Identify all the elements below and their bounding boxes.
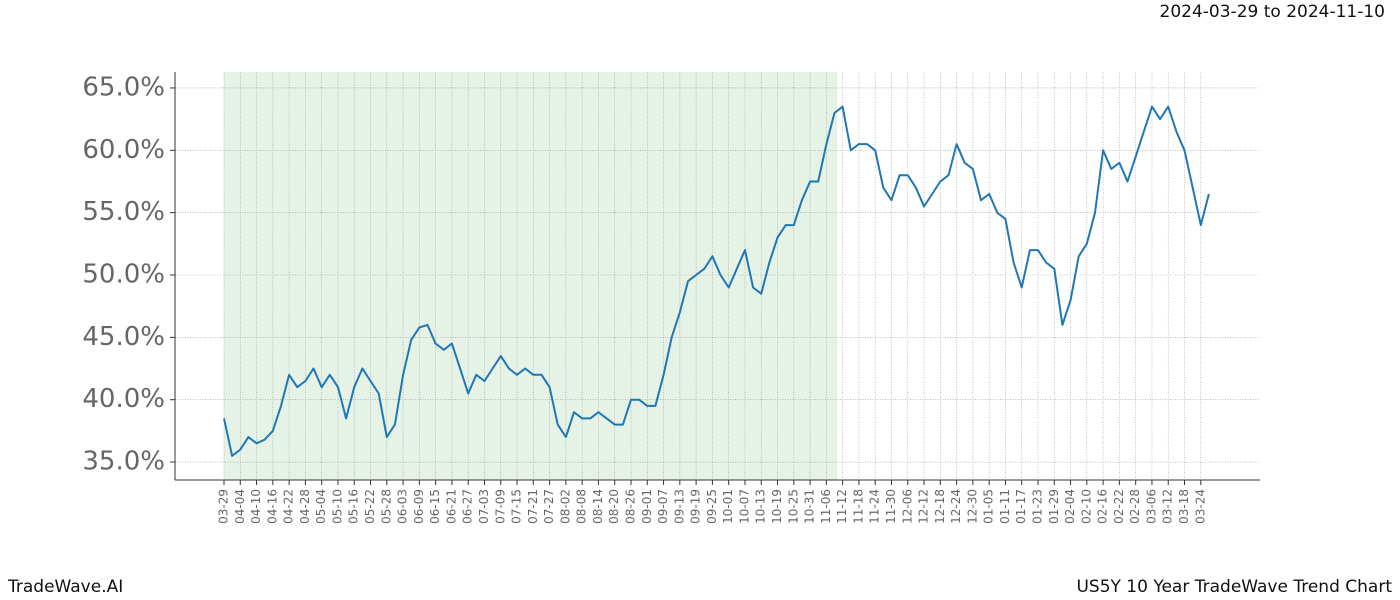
x-tick-label: 01-17 [1014,489,1028,524]
x-tick-label: 10-07 [737,489,751,524]
y-tick-label: 45.0% [82,322,165,352]
x-tick-label: 02-16 [1096,489,1110,524]
x-tick-label: 05-16 [347,489,361,524]
x-tick-label: 01-11 [998,489,1012,524]
x-tick-label: 01-05 [982,489,996,524]
x-tick-label: 08-14 [591,489,605,524]
x-tick-label: 12-24 [949,489,963,524]
x-tick-label: 09-13 [672,489,686,524]
x-tick-label: 10-25 [786,489,800,524]
x-tick-label: 10-13 [754,489,768,524]
y-tick-label: 40.0% [82,384,165,414]
x-tick-label: 08-26 [624,489,638,524]
x-tick-label: 07-27 [542,489,556,524]
x-tick-label: 06-21 [444,489,458,524]
x-tick-label: 09-19 [689,489,703,524]
y-tick-label: 50.0% [82,260,165,290]
x-tick-label: 10-31 [803,489,817,524]
x-tick-label: 07-21 [526,489,540,524]
x-tick-label: 09-01 [640,489,654,524]
x-tick-label: 11-18 [851,489,865,524]
x-tick-label: 07-09 [493,489,507,524]
x-tick-label: 07-03 [477,489,491,524]
x-tick-label: 12-06 [900,489,914,524]
y-tick-label: 60.0% [82,135,165,165]
x-tick-label: 08-02 [558,489,572,524]
x-tick-label: 11-06 [819,489,833,524]
x-tick-label: 06-15 [428,489,442,524]
x-tick-label: 10-19 [770,489,784,524]
x-tick-label: 05-10 [330,489,344,524]
x-tick-label: 02-28 [1128,489,1142,524]
y-tick-label: 55.0% [82,197,165,227]
x-tick-label: 11-30 [884,489,898,524]
x-tick-label: 02-04 [1063,489,1077,524]
x-tick-label: 12-12 [917,489,931,524]
x-tick-label: 09-07 [656,489,670,524]
x-tick-label: 04-04 [233,489,247,524]
x-tick-label: 06-09 [412,489,426,524]
x-tick-label: 12-18 [933,489,947,524]
y-tick-label: 65.0% [82,72,165,102]
x-tick-label: 03-29 [217,489,231,524]
date-range: 2024-03-29 to 2024-11-10 [1160,2,1385,22]
x-tick-label: 04-16 [265,489,279,524]
x-tick-label: 06-27 [461,489,475,524]
x-tick-label: 05-28 [379,489,393,524]
x-tick-label: 08-20 [607,489,621,524]
x-tick-label: 12-30 [965,489,979,524]
brand: TradeWave.AI [7,577,123,597]
x-tick-label: 10-01 [721,489,735,524]
chart-title: US5Y 10 Year TradeWave Trend Chart [1076,577,1392,597]
x-tick-label: 09-25 [705,489,719,524]
x-tick-label: 06-03 [396,489,410,524]
x-tick-label: 04-10 [249,489,263,524]
x-tick-label: 05-22 [363,489,377,524]
x-tick-label: 02-22 [1112,489,1126,524]
x-tick-label: 04-22 [282,489,296,524]
x-tick-label: 11-24 [868,489,882,524]
x-tick-label: 03-12 [1161,489,1175,524]
y-tick-label: 35.0% [82,447,165,477]
x-tick-label: 03-18 [1177,489,1191,524]
x-tick-label: 02-10 [1079,489,1093,524]
x-tick-label: 01-29 [1047,489,1061,524]
x-tick-label: 11-12 [835,489,849,524]
highlight-band [224,72,838,480]
x-tick-label: 05-04 [314,489,328,524]
x-tick-label: 03-24 [1193,489,1207,524]
x-tick-label: 07-15 [510,489,524,524]
x-tick-label: 08-08 [575,489,589,524]
series-line [223,105,1210,457]
x-tick-label: 04-28 [298,489,312,524]
x-tick-label: 01-23 [1031,489,1045,524]
x-tick-label: 03-06 [1144,489,1158,524]
